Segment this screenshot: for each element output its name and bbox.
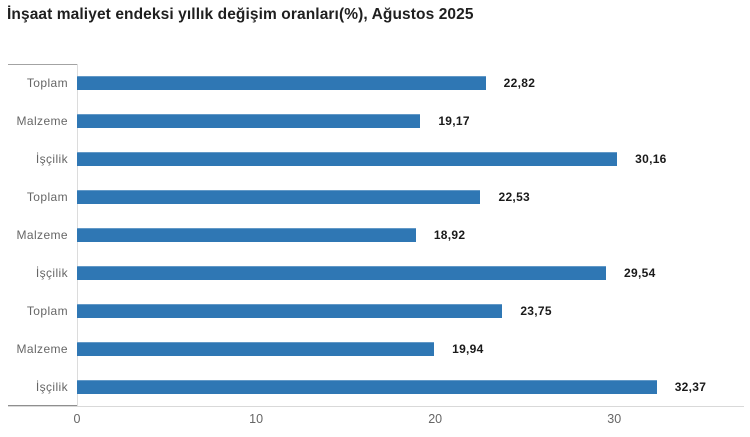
category-label: Malzeme [16,114,68,128]
x-tick-label: 30 [607,412,622,426]
bar-row: 32,37 [77,368,745,406]
bar [77,152,618,166]
value-label: 19,17 [438,114,470,128]
category-label: Malzeme [16,228,68,242]
bar [77,228,416,242]
value-label: 30,16 [635,152,667,166]
bar [77,266,607,280]
category-label: İşçilik [35,266,68,280]
x-tick-label: 20 [428,412,443,426]
value-label: 29,54 [624,266,656,280]
bar [77,304,503,318]
value-label: 18,92 [433,228,466,242]
value-label: 23,75 [520,304,552,318]
bar-row: 19,94 [77,330,745,368]
bar [77,114,421,128]
bar [77,342,435,356]
bar [77,190,481,204]
value-label: 22,53 [498,190,531,204]
bar-row: 30,16 [77,140,745,178]
bar-row: 23,75 [77,292,745,330]
category-label: Toplam [26,304,68,318]
x-axis: 0 10 20 30 [73,412,745,430]
bar-row: 29,54 [77,254,745,292]
value-label: 22,82 [503,76,536,90]
x-axis-line [8,406,744,407]
bar [77,380,657,394]
bar-row: 22,53 [77,178,745,216]
category-label: Toplam [26,76,68,90]
category-label: Malzeme [16,342,68,356]
category-label: İşçilik [35,380,68,394]
category-label: İşçilik [35,152,68,166]
x-tick-label: 0 [73,412,81,426]
plot-area: 22,82 19,17 30,16 22,53 18,92 29,54 23,75 19,94… [77,64,745,406]
bar-row: 18,92 [77,216,745,254]
value-label: 32,37 [674,380,707,394]
category-axis-gutter [8,64,77,406]
bar [77,76,486,90]
category-label: Toplam [26,190,68,204]
x-tick-label: 10 [249,412,264,426]
chart-title: İnşaat maliyet endeksi yıllık değişim or… [7,6,474,23]
value-label: 19,94 [452,342,484,356]
bar-row: 22,82 [77,64,745,102]
category-labels: Toplam Malzeme İşçilik Toplam Malzeme İşçilik… [0,64,68,406]
bar-row: 19,17 [77,102,745,140]
